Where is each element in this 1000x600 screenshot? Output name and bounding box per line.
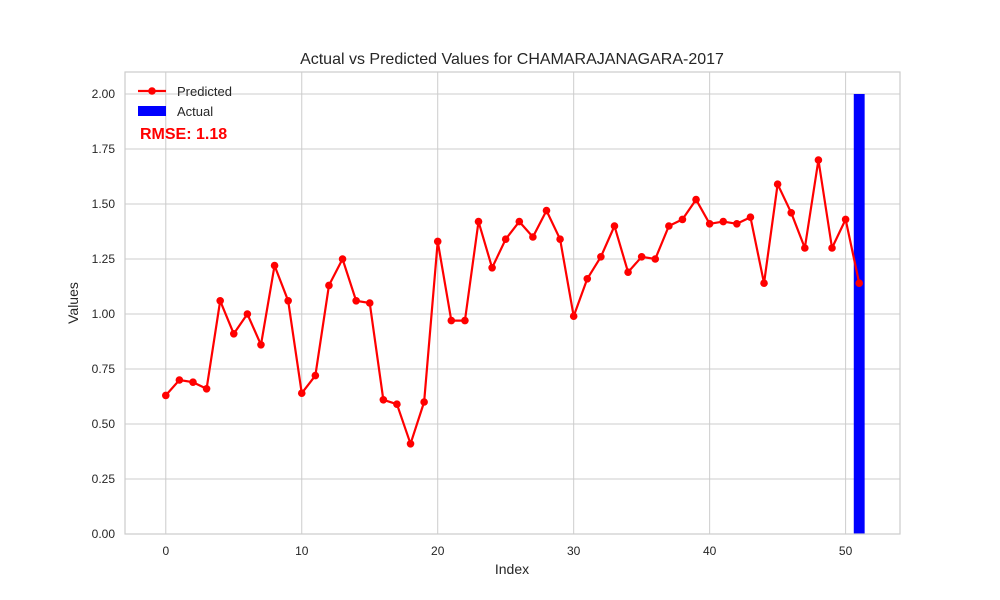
y-ticks: 0.00 0.25 0.50 0.75 1.00 1.25 1.50 1.75 2.00 <box>92 87 116 541</box>
predicted-point <box>393 400 401 409</box>
predicted-point <box>161 391 170 400</box>
predicted-point <box>515 217 524 226</box>
predicted-line <box>161 156 864 448</box>
predicted-point <box>569 312 578 321</box>
plot-frame <box>124 71 901 535</box>
predicted-point <box>787 209 796 217</box>
x-axis-label: Index <box>495 561 529 577</box>
predicted-point <box>338 255 347 263</box>
predicted-point <box>216 297 224 305</box>
legend-actual-swatch-icon <box>138 106 166 116</box>
x-ticks: 0 10 20 30 40 50 <box>162 544 852 558</box>
predicted-point <box>637 252 646 261</box>
predicted-point <box>189 378 197 387</box>
predicted-point <box>406 440 415 448</box>
rmse-annotation: RMSE: 1.18 <box>140 126 227 143</box>
predicted-point <box>678 215 687 224</box>
x-tick-label: 50 <box>839 544 853 558</box>
predicted-point <box>542 206 551 215</box>
predicted-point <box>828 244 836 252</box>
predicted-point <box>352 297 360 305</box>
predicted-point <box>365 299 374 307</box>
x-tick-label: 30 <box>567 544 581 558</box>
predicted-point <box>433 237 442 246</box>
x-tick-label: 20 <box>431 544 445 558</box>
legend-predicted-marker-icon <box>148 87 156 95</box>
y-tick-label: 2.00 <box>92 87 116 101</box>
predicted-point <box>488 264 496 272</box>
predicted-point <box>651 255 660 263</box>
predicted-point <box>311 371 320 380</box>
predicted-point <box>529 233 537 241</box>
predicted-point <box>705 220 714 228</box>
predicted-point <box>733 220 741 228</box>
predicted-point <box>556 235 564 243</box>
predicted-series-line <box>164 158 861 445</box>
legend-predicted-label: Predicted <box>177 84 232 99</box>
predicted-point <box>719 217 728 226</box>
actual-bar <box>853 94 865 534</box>
actual-bars <box>853 94 865 534</box>
predicted-point <box>624 268 632 277</box>
predicted-point <box>447 316 456 325</box>
y-tick-label: 0.25 <box>92 472 116 486</box>
legend-actual-label: Actual <box>177 104 213 119</box>
predicted-point <box>610 222 619 230</box>
predicted-point <box>773 180 782 188</box>
predicted-point <box>420 398 428 406</box>
predicted-point <box>175 376 184 384</box>
predicted-point <box>597 252 605 261</box>
predicted-point <box>474 217 483 226</box>
legend: Predicted Actual <box>138 84 232 119</box>
x-tick-label: 40 <box>703 544 717 558</box>
y-tick-label: 1.75 <box>92 142 116 156</box>
x-tick-label: 0 <box>162 544 169 558</box>
plot-area <box>125 72 900 534</box>
y-tick-label: 1.50 <box>92 197 116 211</box>
predicted-point <box>501 235 510 243</box>
chart-title: Actual vs Predicted Values for CHAMARAJA… <box>300 51 724 68</box>
y-tick-label: 0.50 <box>92 417 116 431</box>
predicted-point <box>325 281 333 290</box>
predicted-point <box>257 341 265 349</box>
predicted-point <box>243 310 252 318</box>
predicted-point <box>202 385 211 393</box>
predicted-point <box>692 195 700 204</box>
predicted-point <box>297 389 306 398</box>
x-tick-label: 10 <box>295 544 309 558</box>
predicted-point <box>379 396 388 404</box>
predicted-point <box>461 316 469 325</box>
predicted-point <box>841 215 850 224</box>
predicted-point <box>746 213 755 221</box>
y-axis-label: Values <box>65 282 81 324</box>
predicted-point <box>855 279 864 288</box>
y-tick-label: 0.00 <box>92 527 116 541</box>
predicted-point <box>814 156 823 164</box>
predicted-point <box>583 275 592 283</box>
predicted-point <box>665 222 673 230</box>
y-tick-label: 0.75 <box>92 362 116 376</box>
predicted-point <box>760 279 768 288</box>
predicted-point <box>284 297 292 305</box>
predicted-point <box>270 261 279 270</box>
grid <box>125 72 900 535</box>
y-tick-label: 1.25 <box>92 252 116 266</box>
y-tick-label: 1.00 <box>92 307 116 321</box>
predicted-point <box>229 330 238 338</box>
predicted-point <box>801 244 809 252</box>
